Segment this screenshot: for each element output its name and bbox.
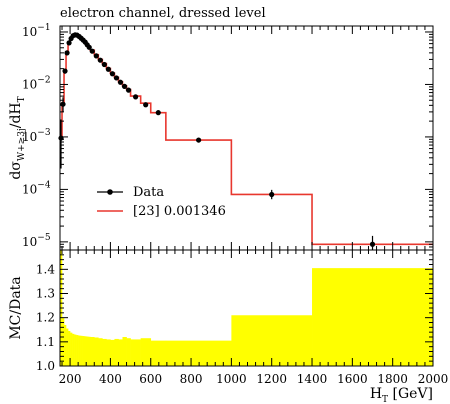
ratio-band-bin	[72, 333, 75, 366]
ratio-y-tick-label: 1.3	[36, 287, 55, 301]
y-tick-label: 10−2	[22, 75, 51, 91]
ratio-band-bin	[165, 340, 232, 366]
ratio-band-bin	[126, 338, 131, 366]
ratio-band-bin	[231, 315, 313, 366]
y-tick-label: 10−4	[22, 180, 51, 196]
ratio-band-bin	[114, 338, 119, 366]
ratio-band-bin	[98, 338, 103, 366]
x-tick-label: 400	[99, 372, 122, 386]
data-point	[62, 68, 68, 74]
ratio-band-bin	[122, 337, 127, 366]
ratio-band-bin	[140, 338, 152, 366]
ratio-band-bin	[76, 335, 79, 366]
data-point	[121, 83, 128, 89]
data-point	[105, 66, 111, 72]
main-plot-area	[58, 32, 433, 250]
data-point	[101, 61, 107, 68]
ratio-band-bin	[82, 336, 85, 366]
ratio-band-bin	[74, 334, 77, 366]
legend-data-marker	[107, 189, 113, 195]
ratio-plot-area	[60, 250, 434, 366]
data-point	[66, 40, 72, 46]
data-point	[269, 191, 275, 198]
ratio-band-bin	[66, 328, 69, 366]
data-point	[60, 101, 66, 107]
ratio-band-bin	[84, 336, 87, 366]
ratio-band-bin	[78, 335, 81, 366]
ratio-band-bin	[150, 340, 167, 366]
y-tick-label: 10−3	[22, 128, 51, 144]
ratio-plot-panel: 200 400 600 800 1000 1200 1400 1600 1800 2000 1.0 1…	[8, 249, 448, 404]
x-tick-label: 1000	[216, 372, 247, 386]
ratio-y-tick-label: 1.1	[36, 335, 55, 349]
x-tick-label: 600	[139, 372, 162, 386]
data-point	[109, 71, 116, 77]
main-plot-panel: 10−5 10−4 10−3 10−2 10−1 dσW+≥3j/dHT Data [2…	[8, 23, 434, 251]
data-point	[143, 102, 149, 108]
x-tick-label: 1600	[337, 372, 368, 386]
x-tick-label: 1400	[297, 372, 328, 386]
ratio-y-tick-label: 1.2	[36, 311, 55, 325]
data-point	[58, 135, 64, 141]
data-point	[86, 44, 92, 50]
legend-data-label: Data	[133, 185, 164, 200]
legend-mc-label: [23] 0.001346	[133, 204, 226, 219]
ratio-band-bin	[86, 336, 89, 366]
main-y-axis-label: dσW+≥3j/dHT	[8, 96, 27, 179]
legend: Data [23] 0.001346	[97, 185, 226, 219]
ratio-y-tick-label: 1.0	[36, 359, 55, 373]
ratio-band-bin	[106, 339, 111, 366]
ratio-y-tick-label: 1.4	[36, 262, 55, 276]
ratio-band-bin	[64, 324, 67, 366]
data-point	[97, 57, 103, 63]
x-tick-label: 1200	[256, 372, 287, 386]
y-tick-label: 10−1	[22, 23, 51, 39]
ratio-band-bin	[130, 339, 141, 366]
data-point	[155, 110, 161, 116]
data-point	[133, 94, 139, 100]
ratio-band-bin	[88, 336, 91, 366]
ratio-band-bin	[70, 332, 73, 366]
x-axis-label: HT [GeV]	[370, 386, 433, 404]
mc-prediction-line	[60, 33, 433, 246]
x-tick-label: 200	[59, 372, 82, 386]
data-point	[64, 50, 70, 56]
data-point	[125, 87, 132, 93]
data-point	[89, 48, 95, 54]
ratio-y-axis-label: MC/Data	[8, 276, 24, 339]
main-plot-axes: 10−5 10−4 10−3 10−2 10−1	[22, 23, 434, 251]
y-tick-label: 10−5	[22, 233, 51, 249]
x-tick-label: 800	[180, 372, 203, 386]
ratio-band-bin	[118, 339, 123, 366]
data-point	[93, 53, 99, 59]
ratio-band-bin	[312, 268, 434, 366]
ratio-plot-axes: 200 400 600 800 1000 1200 1400 1600 1800 2000 1.0 1…	[36, 250, 448, 386]
ratio-band-bin	[94, 337, 99, 366]
ratio-band-bin	[110, 339, 115, 366]
main-plot-frame	[59, 25, 434, 251]
ratio-band-bin	[80, 335, 83, 366]
ratio-band-bin	[102, 338, 107, 366]
ratio-band-bin	[68, 330, 71, 366]
x-tick-label: 2000	[418, 372, 449, 386]
data-point	[117, 79, 124, 85]
chart-title: electron channel, dressed level	[60, 6, 266, 21]
x-tick-label: 1800	[377, 372, 408, 386]
ratio-band-bin	[90, 337, 95, 366]
data-point	[369, 241, 376, 247]
data-point	[113, 75, 120, 81]
data-point	[196, 137, 202, 143]
